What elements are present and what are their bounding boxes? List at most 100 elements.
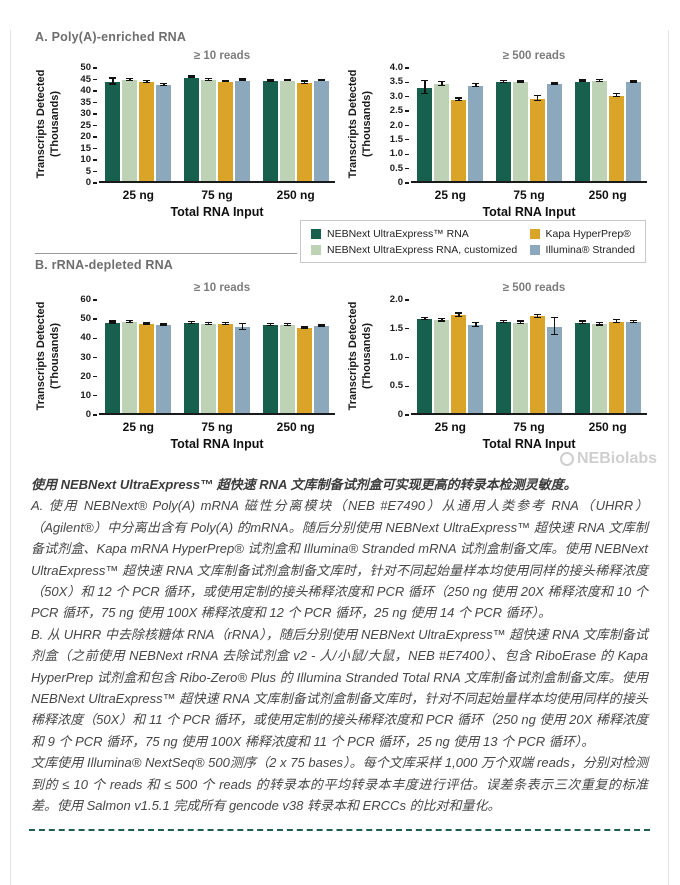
bar-group-25-ng xyxy=(411,68,490,181)
bar-series-2 xyxy=(608,95,624,181)
barwrap xyxy=(451,298,467,413)
x-tick-label: 75 ng xyxy=(513,420,545,434)
bar-series-0 xyxy=(417,319,433,413)
error-bar-cap xyxy=(266,80,274,82)
bar-series-1 xyxy=(279,80,295,181)
barwrap xyxy=(139,298,155,413)
legend-item: NEBNext UltraExpress RNA, customized xyxy=(311,244,530,256)
barwrap xyxy=(122,66,138,181)
barwrap xyxy=(574,66,590,181)
error-bar xyxy=(475,322,477,328)
error-bar-cap xyxy=(534,316,541,319)
error-bar-cap xyxy=(188,321,195,323)
section-divider xyxy=(35,253,297,254)
chart-polya-10-reads: ≥ 10 reads Transcripts Detected (Thousand… xyxy=(33,48,345,226)
x-axis-label: Total RNA Input xyxy=(170,437,264,451)
bar-series-1 xyxy=(434,84,450,181)
bar-group-25-ng xyxy=(99,300,178,413)
error-bar-cap xyxy=(143,80,151,82)
error-bar-cap xyxy=(300,327,308,329)
x-tick-label: 25 ng xyxy=(434,188,466,202)
bar-group-75-ng xyxy=(178,68,257,181)
error-bar xyxy=(475,84,477,88)
legend-swatch-illumina-stranded xyxy=(529,245,540,255)
error-bar-cap xyxy=(612,321,620,323)
error-bar-cap xyxy=(266,323,274,325)
error-bar-cap xyxy=(534,313,541,315)
error-bar-cap xyxy=(472,326,480,328)
x-tick-label: 250 ng xyxy=(276,188,315,202)
error-bar-cap xyxy=(517,320,524,322)
barwrap xyxy=(313,66,329,181)
chart-title: ≥ 10 reads xyxy=(193,282,251,294)
y-axis-label: Transcripts Detected (Thousands) xyxy=(35,69,61,179)
error-bar-cap xyxy=(629,80,637,82)
error-bar-cap xyxy=(205,78,212,80)
x-axis-label: Total RNA Input xyxy=(482,437,576,451)
barwrap xyxy=(218,298,233,413)
barwrap xyxy=(417,66,433,181)
plot-area xyxy=(99,68,335,183)
error-bar-cap xyxy=(283,78,291,81)
barwrap xyxy=(417,298,433,413)
bar-series-3 xyxy=(625,82,641,181)
error-bar-cap xyxy=(612,96,620,98)
y-axis-ticks: 0 10 20 30 40 50 60 xyxy=(65,295,99,420)
bar-series-3 xyxy=(235,326,250,413)
error-bar-cap xyxy=(317,324,325,326)
error-bar-cap xyxy=(143,321,151,323)
bar-series-3 xyxy=(313,80,329,181)
barwrap xyxy=(201,298,216,413)
barwrap xyxy=(625,66,641,181)
bar-series-1 xyxy=(434,320,450,413)
x-tick-label: 25 ng xyxy=(122,420,154,434)
error-bar-cap xyxy=(109,83,117,85)
bar-series-3 xyxy=(468,325,484,413)
barwrap xyxy=(218,66,233,181)
error-bar-cap xyxy=(160,85,168,87)
y-axis-ticks: 0 0.5 1.0 1.5 2.0 2.5 3.0 3.5 4.0 xyxy=(377,63,411,188)
barwrap xyxy=(496,298,511,413)
error-bar-cap xyxy=(421,316,429,319)
error-bar-cap xyxy=(239,329,246,331)
x-tick-label: 75 ng xyxy=(513,188,545,202)
x-tick-label: 250 ng xyxy=(276,420,315,434)
error-bar-cap xyxy=(578,79,586,81)
error-bar-cap xyxy=(143,323,151,325)
neb-logo-icon xyxy=(560,452,574,466)
error-bar-cap xyxy=(266,324,274,326)
barwrap xyxy=(591,66,607,181)
error-bar-cap xyxy=(205,322,212,324)
charts-row-b: ≥ 10 reads Transcripts Detected (Thousand… xyxy=(33,280,668,458)
error-bar-cap xyxy=(188,75,195,77)
error-bar-cap xyxy=(629,322,637,324)
x-axis-ticks: 25 ng 75 ng 250 ng xyxy=(411,420,647,434)
watermark-text: NEBiolabs xyxy=(577,450,658,467)
error-bar-cap xyxy=(578,81,586,83)
barwrap xyxy=(608,298,624,413)
legend-item: Illumina® Stranded xyxy=(529,244,635,256)
bar-series-0 xyxy=(496,322,511,413)
barwrap xyxy=(530,66,545,181)
error-bar-cap xyxy=(438,84,446,86)
error-bar-cap xyxy=(126,319,134,321)
barwrap xyxy=(235,66,250,181)
barwrap xyxy=(105,298,121,413)
barwrap xyxy=(513,298,528,413)
charts-row-a: ≥ 10 reads Transcripts Detected (Thousand… xyxy=(33,48,668,226)
barwrap xyxy=(496,66,511,181)
error-bar-cap xyxy=(517,80,524,82)
error-bar-cap xyxy=(421,80,429,82)
error-bar-cap xyxy=(109,322,117,324)
barwrap xyxy=(279,66,295,181)
error-bar-cap xyxy=(126,78,134,80)
chart-rrna-10-reads: ≥ 10 reads Transcripts Detected (Thousand… xyxy=(33,280,345,458)
chart-title: ≥ 500 reads xyxy=(502,50,566,62)
error-bar-cap xyxy=(551,316,558,319)
error-bar-cap xyxy=(578,322,586,324)
bar-series-1 xyxy=(279,325,295,413)
error-bar-cap xyxy=(578,320,586,322)
chart-polya-500-reads: ≥ 500 reads Transcripts Detected (Thousan… xyxy=(345,48,657,226)
error-bar-cap xyxy=(500,81,507,83)
error-bar-cap xyxy=(438,81,446,83)
